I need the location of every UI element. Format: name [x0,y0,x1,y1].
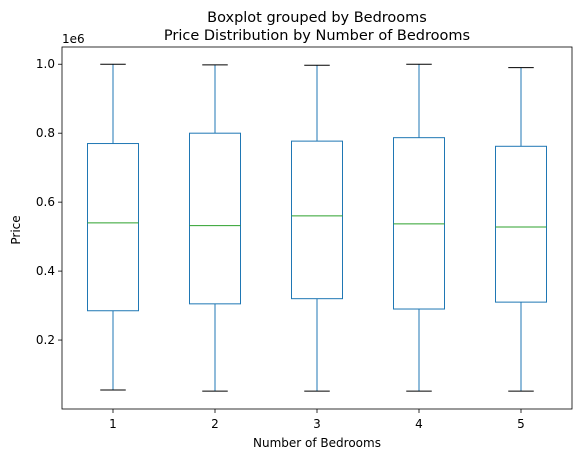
x-tick-label-1: 1 [109,417,117,431]
plot-area [87,63,547,392]
y-axis: 0.2 0.4 0.6 0.8 1.0 [36,57,62,347]
y-tick-label-1.0: 1.0 [36,57,55,71]
x-axis-label: Number of Bedrooms [253,436,381,450]
y-tick-label-0.2: 0.2 [36,333,55,347]
y-axis-label: Price [9,215,23,244]
box-group-3 [291,64,343,392]
box-5 [495,145,547,303]
y-tick-label-0.6: 0.6 [36,195,55,209]
x-tick-label-2: 2 [211,417,219,431]
x-tick-label-4: 4 [415,417,423,431]
chart-subtitle: Price Distribution by Number of Bedrooms [164,28,470,44]
y-tick-label-0.8: 0.8 [36,126,55,140]
y-tick-label-0.4: 0.4 [36,264,55,278]
box-3 [291,140,343,300]
box-group-2 [189,64,241,392]
x-tick-label-5: 5 [517,417,525,431]
x-axis: 1 2 3 4 5 [109,409,525,431]
box-group-4 [393,63,445,392]
box-2 [189,132,241,305]
box-1 [87,143,139,312]
chart-title: Boxplot grouped by Bedrooms [207,10,427,26]
y-offset-label: 1e6 [62,32,85,46]
x-tick-label-3: 3 [313,417,321,431]
box-group-5 [495,67,547,392]
box-4 [393,137,445,310]
box-group-1 [87,63,139,391]
